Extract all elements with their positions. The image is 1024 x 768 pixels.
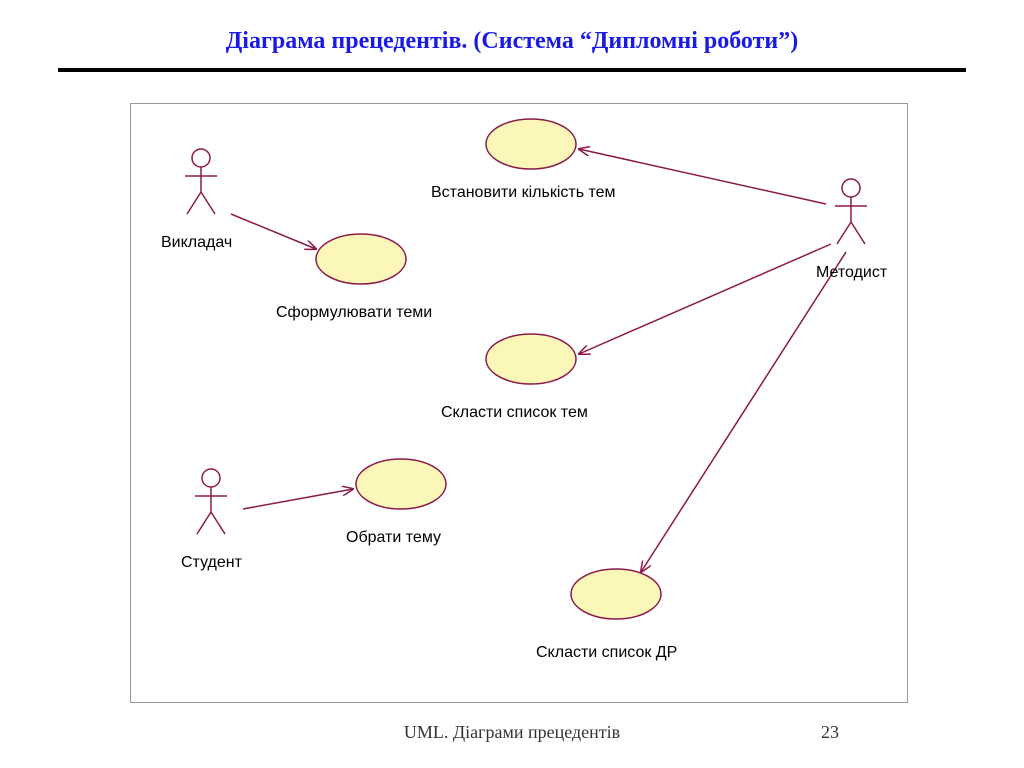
usecase-make-list	[486, 334, 576, 384]
diagram-container: Викладач Студент Методист Встановити кількі…	[130, 103, 908, 703]
usecase-make-dr	[571, 569, 661, 619]
usecase-label-formulate: Сформулювати теми	[276, 304, 432, 322]
usecase-set-count	[486, 119, 576, 169]
arrow-teacher-to-formulate	[231, 214, 316, 249]
usecase-formulate	[316, 234, 406, 284]
arrow-methodist-to-make-list	[579, 244, 831, 354]
usecase-label-make-list: Скласти список тем	[441, 404, 588, 422]
slide: Діаграма прецедентів. (Система “Дипломні…	[0, 0, 1024, 768]
arrow-methodist-to-make-dr	[641, 252, 846, 572]
actor-label-teacher: Викладач	[161, 234, 232, 252]
arrow-methodist-to-set-count	[579, 149, 826, 204]
actor-teacher	[185, 149, 217, 214]
usecase-label-choose: Обрати тему	[346, 529, 441, 547]
usecase-label-set-count: Встановити кількість тем	[431, 184, 616, 202]
actor-label-methodist: Методист	[816, 264, 887, 282]
actor-student	[195, 469, 227, 534]
title-underline	[58, 68, 966, 72]
actor-label-student: Студент	[181, 554, 242, 572]
slide-title: Діаграма прецедентів. (Система “Дипломні…	[0, 28, 1024, 55]
usecase-label-make-dr: Скласти список ДР	[536, 644, 677, 662]
footer-text: UML. Діаграми прецедентів	[0, 722, 1024, 743]
arrow-student-to-choose	[243, 489, 353, 509]
actor-methodist	[835, 179, 867, 244]
usecase-choose	[356, 459, 446, 509]
page-number: 23	[821, 722, 839, 743]
